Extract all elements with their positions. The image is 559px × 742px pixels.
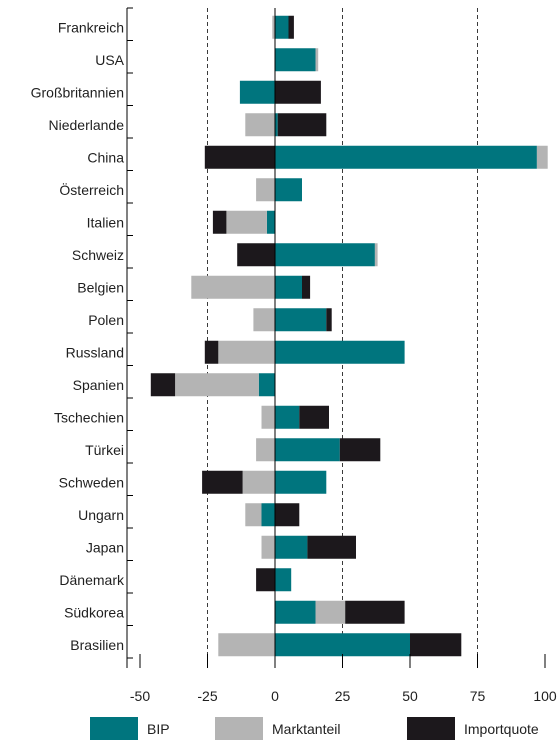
legend-swatch-bip	[90, 717, 138, 740]
bar-polen-marktanteil	[253, 308, 275, 332]
bar-schweiz-marktanteil	[374, 243, 378, 267]
category-label-niederlande: Niederlande	[49, 117, 125, 133]
bar-russland-marktanteil	[218, 340, 275, 364]
bar-china-bip	[275, 145, 537, 169]
category-labels: Frankreich USA Großbritannien Niederlande Ch…	[31, 19, 125, 653]
bar-schweiz-importquote	[237, 243, 275, 267]
x-tick-label: -50	[130, 688, 150, 704]
bar-usa-bip	[275, 48, 316, 72]
axes	[126, 7, 546, 668]
bar-russland-bip	[275, 340, 405, 364]
bar-danemark-importquote	[256, 568, 275, 592]
category-label-frankreich: Frankreich	[58, 19, 124, 35]
bar-china-importquote	[204, 145, 275, 169]
bar-schweden-importquote	[202, 470, 243, 494]
bar-brasilien-marktanteil	[218, 633, 275, 657]
category-label-ungarn: Ungarn	[78, 507, 124, 523]
bar-polen-importquote	[326, 308, 332, 332]
category-label-china: China	[87, 149, 124, 165]
legend-swatch-importquote	[407, 717, 455, 740]
bar-belgien-importquote	[302, 275, 311, 299]
bar-brasilien-bip	[275, 633, 410, 657]
bar-niederlande-marktanteil	[245, 113, 275, 137]
category-label-russland: Russland	[66, 344, 124, 360]
x-tick-label: 0	[271, 688, 279, 704]
bar-frankreich-importquote	[288, 15, 294, 39]
x-tick-labels: -50 -25 0 25 50 75 100	[130, 688, 557, 704]
bar-tschechien-bip	[275, 405, 300, 429]
x-tick-label: 25	[335, 688, 351, 704]
legend-label-marktanteil: Marktanteil	[272, 721, 340, 737]
x-tick-label: -25	[197, 688, 217, 704]
bar-sudkorea-bip	[275, 600, 316, 624]
category-label-turkei: Türkei	[85, 442, 124, 458]
category-label-italien: Italien	[87, 214, 124, 230]
category-label-japan: Japan	[86, 539, 124, 555]
category-label-tschechien: Tschechien	[54, 409, 124, 425]
bar-osterreich-bip	[275, 178, 302, 202]
category-label-belgien: Belgien	[77, 279, 124, 295]
bar-russland-importquote	[204, 340, 219, 364]
legend-swatch-marktanteil	[215, 717, 263, 740]
bar-sudkorea-marktanteil	[315, 600, 346, 624]
category-label-usa: USA	[95, 52, 124, 68]
bar-turkei-importquote	[339, 438, 381, 462]
bar-niederlande-bip	[275, 113, 278, 137]
gridlines	[207, 8, 478, 668]
bar-turkei-bip	[275, 438, 340, 462]
bar-tschechien-marktanteil	[261, 405, 275, 429]
bar-italien-importquote	[212, 210, 227, 234]
bar-japan-marktanteil	[261, 535, 275, 559]
category-label-danemark: Dänemark	[59, 572, 125, 588]
bar-schweiz-bip	[275, 243, 375, 267]
bar-osterreich-marktanteil	[256, 178, 275, 202]
category-label-spanien: Spanien	[73, 377, 124, 393]
category-label-schweden: Schweden	[59, 474, 124, 490]
bar-spanien-bip	[258, 373, 275, 397]
bar-schweden-bip	[275, 470, 327, 494]
legend-label-importquote: Importquote	[464, 721, 539, 737]
category-label-polen: Polen	[88, 312, 124, 328]
bar-polen-bip	[275, 308, 327, 332]
bar-usa-marktanteil	[315, 48, 319, 72]
bar-belgien-bip	[275, 275, 302, 299]
bar-japan-bip	[275, 535, 308, 559]
bar-grossbritannien-bip	[239, 80, 275, 104]
bar-niederlande-importquote	[277, 113, 327, 137]
bar-spanien-importquote	[150, 373, 176, 397]
x-tick-label: 50	[402, 688, 418, 704]
bars	[150, 15, 548, 657]
bar-frankreich-bip	[275, 15, 289, 39]
bar-japan-importquote	[307, 535, 356, 559]
legend: BIP Marktanteil Importquote	[90, 717, 539, 740]
category-label-osterreich: Österreich	[59, 181, 124, 198]
bar-brasilien-importquote	[410, 633, 462, 657]
x-tick-label: 100	[533, 688, 557, 704]
bar-spanien-marktanteil	[175, 373, 259, 397]
bar-frankreich-marktanteil	[272, 15, 275, 39]
bar-sudkorea-importquote	[345, 600, 405, 624]
bar-danemark-bip	[275, 568, 292, 592]
bar-grossbritannien-importquote	[275, 80, 321, 104]
category-label-grossbritannien: Großbritannien	[31, 84, 124, 100]
bar-turkei-marktanteil	[256, 438, 275, 462]
category-label-schweiz: Schweiz	[72, 247, 124, 263]
bar-italien-bip	[266, 210, 275, 234]
category-label-brasilien: Brasilien	[70, 637, 124, 653]
bar-ungarn-importquote	[275, 503, 300, 527]
bar-italien-marktanteil	[226, 210, 267, 234]
bar-ungarn-bip	[261, 503, 275, 527]
bar-belgien-marktanteil	[191, 275, 275, 299]
bar-tschechien-importquote	[299, 405, 329, 429]
bar-ungarn-marktanteil	[245, 503, 262, 527]
bar-china-marktanteil	[536, 145, 548, 169]
bar-schweden-marktanteil	[242, 470, 275, 494]
legend-label-bip: BIP	[147, 721, 170, 737]
x-tick-label: 75	[470, 688, 486, 704]
category-label-sudkorea: Südkorea	[64, 604, 124, 620]
